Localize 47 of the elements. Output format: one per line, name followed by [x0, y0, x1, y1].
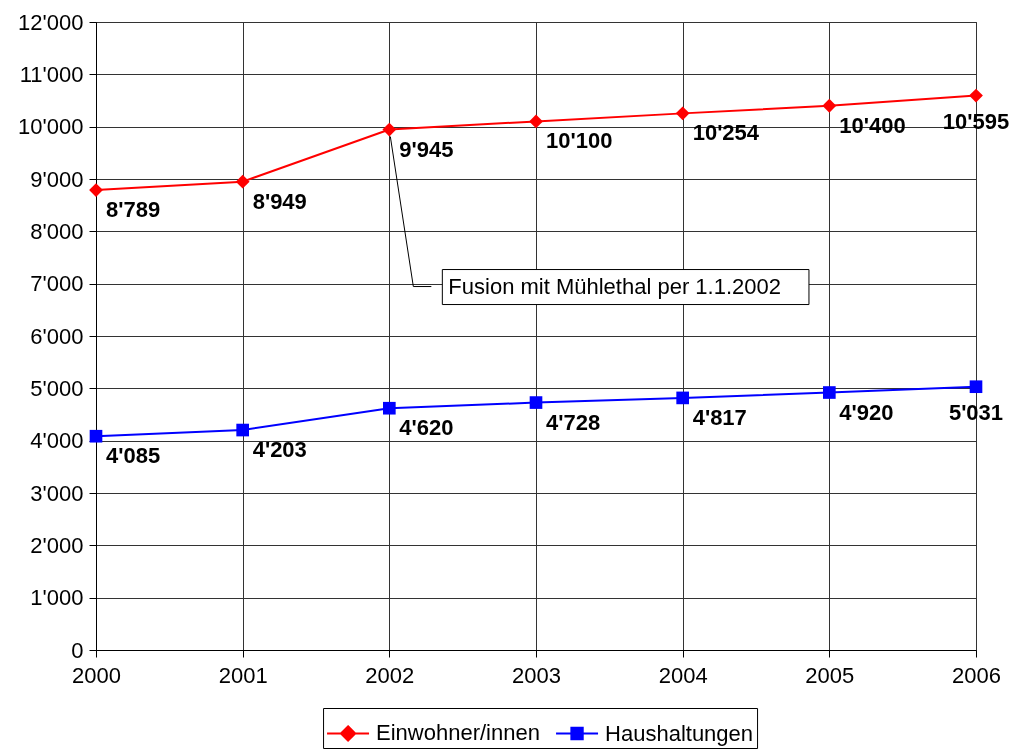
point	[969, 380, 983, 394]
point	[235, 174, 250, 189]
x-tick-label: 2002	[365, 662, 415, 688]
y-tick-label: 9'000	[30, 166, 84, 192]
x-tick-label: 2005	[805, 662, 855, 688]
data-label: 10'254	[692, 120, 760, 146]
x-tick-label: 2006	[952, 662, 1001, 688]
y-tick-label: 8'000	[30, 218, 84, 244]
y-tick-label: 7'000	[30, 271, 84, 297]
legend-label: Haushaltungen	[605, 720, 754, 746]
data-label: 8'789	[106, 197, 161, 223]
point	[382, 122, 397, 137]
x-tick-label: 2001	[218, 662, 268, 688]
point	[529, 396, 543, 409]
point	[89, 429, 103, 443]
point	[675, 106, 690, 121]
y-tick-label: 10'000	[18, 114, 84, 140]
x-tick-label: 2004	[658, 662, 708, 688]
data-label: 4'085	[106, 443, 161, 469]
y-tick-label: 0	[71, 637, 84, 663]
legend-label: Einwohner/innen	[376, 720, 540, 746]
data-label: 10'100	[546, 128, 613, 154]
y-tick-label: 12'000	[18, 9, 84, 35]
point	[822, 98, 837, 113]
annotation: Fusion mit Mühlethal per 1.1.2002	[448, 273, 781, 299]
x-tick-label: 2003	[512, 662, 561, 688]
point	[969, 88, 983, 103]
x-tick-label: 2000	[72, 662, 121, 688]
y-tick-label: 2'000	[30, 532, 84, 558]
point	[236, 423, 249, 437]
y-tick-label: 3'000	[30, 480, 84, 506]
data-label: 4'620	[399, 415, 454, 441]
y-tick-label: 1'000	[30, 585, 84, 611]
data-label: 8'949	[252, 188, 307, 214]
y-tick-label: 11'000	[19, 61, 84, 87]
data-label: 4'920	[839, 399, 894, 425]
y-tick-label: 6'000	[30, 323, 84, 349]
y-tick-label: 5'000	[30, 375, 84, 401]
point	[529, 114, 543, 129]
point	[823, 386, 836, 399]
point	[676, 391, 689, 405]
y-tick-label: 4'000	[30, 428, 84, 454]
data-label: 4'728	[546, 409, 601, 435]
data-label: 4'817	[692, 404, 747, 430]
data-label: 4'203	[252, 437, 307, 463]
point	[383, 401, 396, 415]
data-label: 9'945	[399, 136, 454, 162]
